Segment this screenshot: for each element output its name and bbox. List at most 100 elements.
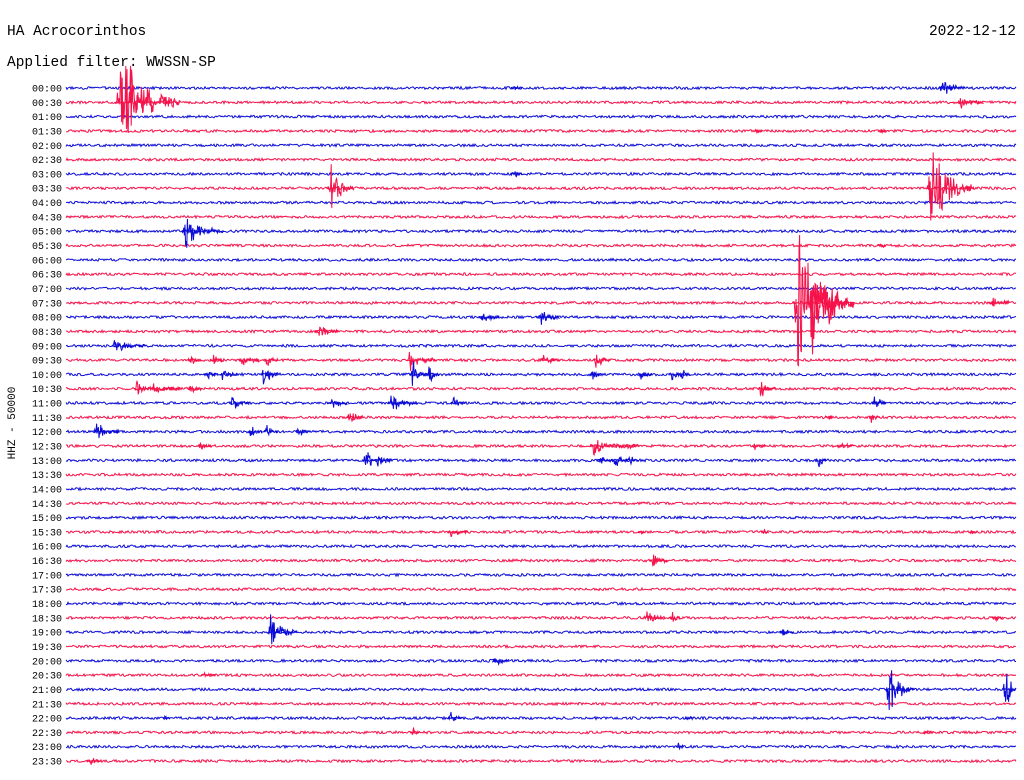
seismic-event [409,727,421,736]
trace-23-30 [65,758,1017,764]
seismic-event [447,529,468,537]
time-label: 23:30 [32,758,62,769]
seismic-event [200,671,216,679]
trace-05-30 [65,243,1017,249]
time-labels: 00:00 00:30 01:00 01:30 02:00 02:30 03:00 03:30… [32,85,62,769]
trace-07-00 [65,285,1017,291]
seismic-event [162,714,171,721]
seismic-event [868,414,881,423]
seismic-event [589,440,627,456]
seismic-event [450,396,466,406]
seismic-event [760,528,770,535]
trace-21-30 [65,701,1017,707]
trace-02-30 [65,157,1017,163]
trace-13-30 [65,472,1017,478]
trace-06-00 [65,257,1017,263]
seismic-event [668,611,681,622]
trace-01-00 [65,114,1017,120]
seismic-event [374,456,393,467]
seismic-event [149,383,168,393]
seismic-event [409,361,428,386]
time-label: 01:00 [32,113,62,124]
time-label: 05:00 [32,228,62,239]
seismic-event [871,396,887,408]
trace-18-00 [65,600,1017,607]
date-label: 2022-12-12 [929,24,1016,40]
seismic-event [406,351,437,371]
time-label: 10:00 [32,371,62,382]
seismic-event [637,371,653,380]
trace-11-00 [65,400,1017,406]
time-label: 04:30 [32,213,62,224]
trace-06-30 [65,271,1017,277]
trace-15-00 [65,515,1017,521]
seismic-event [295,427,311,437]
seismic-event [877,243,887,248]
seismic-event [263,356,279,366]
seismic-event [326,164,355,209]
time-label: 18:30 [32,614,62,625]
seismic-event [637,530,646,535]
time-label: 07:30 [32,299,62,310]
time-label: 21:00 [32,686,62,697]
seismic-event [425,366,440,383]
trace-20-00 [65,658,1016,664]
seismic-event [478,313,500,322]
time-label: 19:30 [32,643,62,654]
seismic-event [611,455,630,466]
time-label: 04:00 [32,199,62,210]
seismic-event [922,729,934,736]
time-label: 13:00 [32,457,62,468]
seismic-event [247,426,263,436]
seismic-event [624,443,640,450]
seismic-event [447,711,463,722]
seismic-event [209,354,225,364]
time-label: 00:00 [32,85,62,96]
time-label: 03:00 [32,170,62,181]
seismic-event [491,658,510,666]
seismic-event [111,340,146,352]
time-label: 16:30 [32,557,62,568]
trace-14-00 [65,486,1017,492]
seismic-event [187,385,203,394]
trace-20-30 [65,672,1017,678]
trace-18-30 [65,615,1017,621]
trace-21-00 [66,686,1017,692]
time-label: 20:30 [32,672,62,683]
trace-17-00 [65,572,1017,578]
seismic-event [127,67,146,113]
time-label: 16:00 [32,543,62,554]
trace-14-30 [65,500,1017,506]
seismic-event [991,615,1004,623]
seismic-event [220,370,238,381]
time-label: 02:00 [32,142,62,153]
time-label: 17:30 [32,586,62,597]
seismic-event [263,424,279,437]
seismic-event [814,457,827,468]
trace-00-00 [65,85,1017,91]
seismic-event [238,356,260,366]
seismic-event [751,443,767,450]
seismic-event [675,742,684,751]
seismic-event [988,297,1010,307]
time-label: 17:00 [32,571,62,582]
time-label: 09:30 [32,357,62,368]
filter-label: Applied filter: WWSSN-SP [7,55,216,71]
trace-23-00 [65,744,1017,750]
seismic-event [589,370,602,380]
seismic-event [684,715,694,721]
trace-19-00 [65,629,1017,635]
seismic-event [326,399,348,408]
time-label: 14:30 [32,500,62,511]
seismic-event [314,326,338,336]
trace-05-00 [65,228,1017,234]
trace-04-30 [65,214,1017,220]
trace-03-30 [66,185,1017,191]
seismic-event [754,128,763,135]
time-label: 18:00 [32,600,62,611]
trace-07-30 [65,300,1017,306]
seismic-event [535,312,560,325]
seismic-event [836,442,855,449]
seismic-event [86,758,101,765]
seismic-event [510,171,523,178]
